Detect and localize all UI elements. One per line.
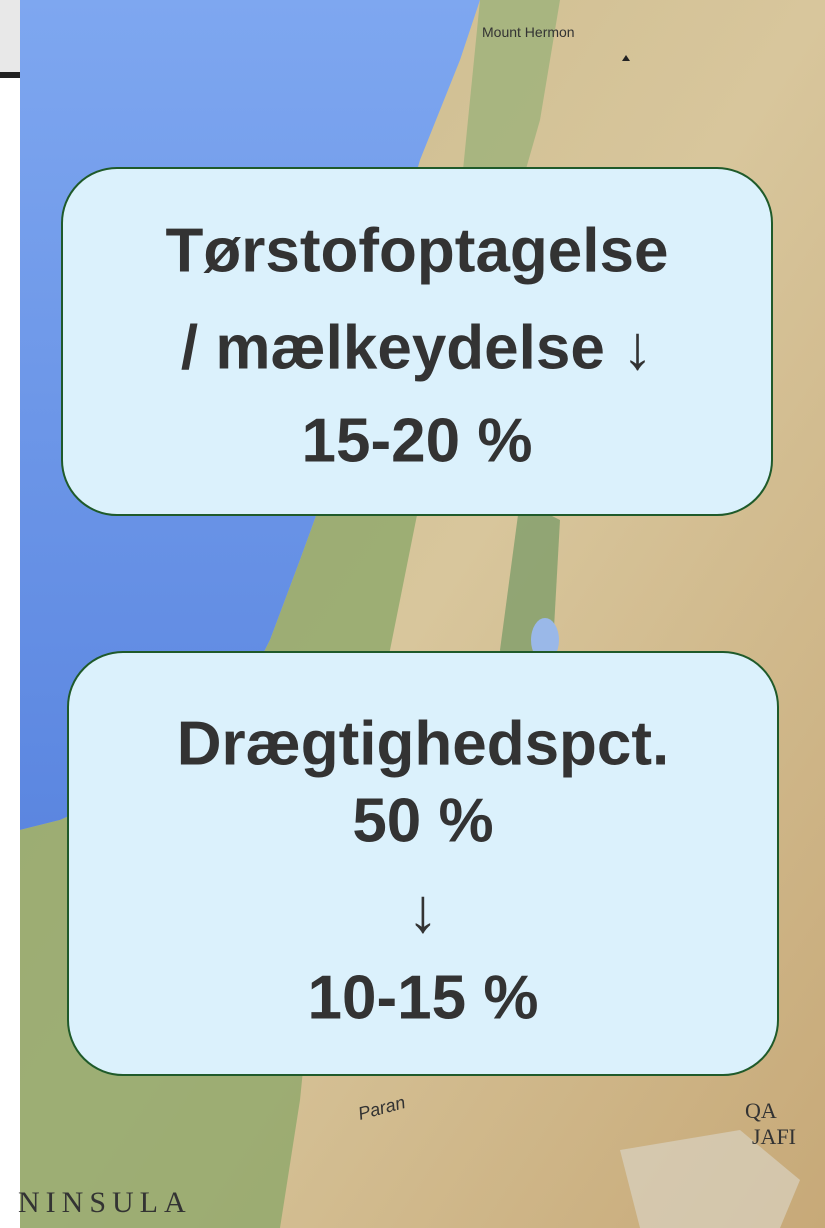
box-line: 50 % [352,786,493,855]
box-line: 10-15 % [308,963,539,1032]
box-line: 15-20 % [302,406,533,475]
corner [0,0,22,75]
box-line: Drægtighedspct. [177,709,670,778]
text-box: Tørstofoptagelse / mælkeydelse ↓ 15-20 % [62,168,772,515]
map-label: NINSULA [18,1186,192,1219]
corner-bar [0,72,22,78]
box-line: / mælkeydelse ↓ [181,313,653,382]
map-label: Mount Hermon [482,24,575,40]
box-line: ↓ [408,876,439,945]
text-box: Drægtighedspct. 50 % ↓ 10-15 % [68,652,778,1075]
map-label: QA [745,1098,777,1123]
box-line: Tørstofoptagelse [166,216,669,285]
page: Mount Hermon Paran NINSULA QA JAFI Tørst… [0,0,825,1228]
slide: Mount Hermon Paran NINSULA QA JAFI Tørst… [0,0,825,1228]
map-label: JAFI [752,1124,796,1149]
